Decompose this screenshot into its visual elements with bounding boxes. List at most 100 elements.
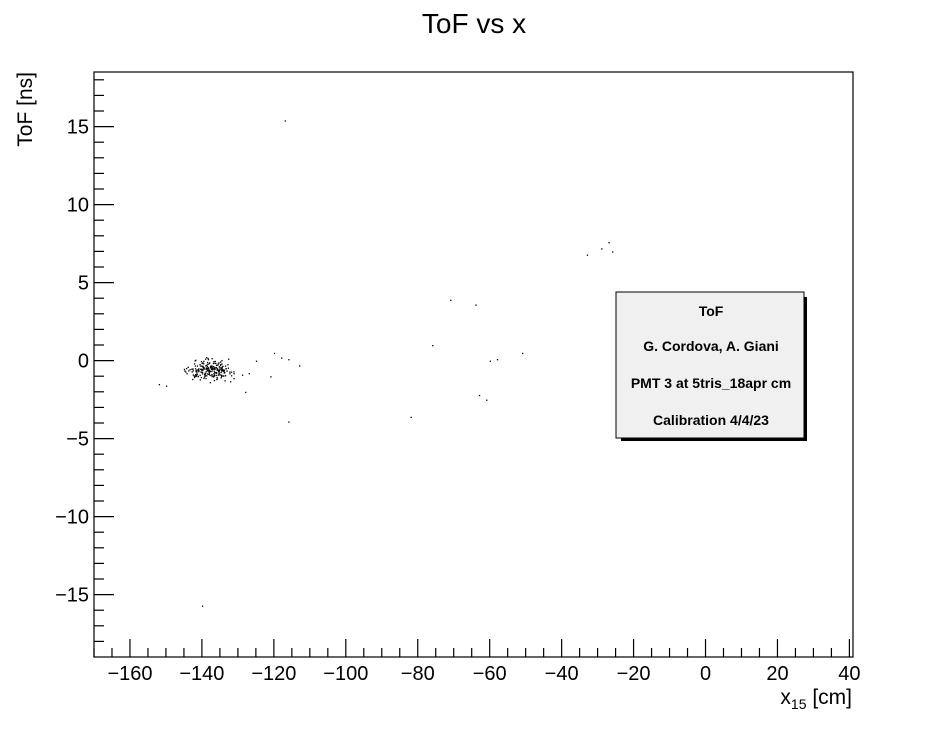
data-point (207, 370, 209, 372)
data-point (201, 605, 204, 607)
data-point (223, 371, 226, 374)
data-point (270, 376, 272, 378)
data-point (206, 367, 209, 370)
y-tick-label: −5 (66, 429, 89, 451)
data-point (221, 359, 223, 362)
data-point (205, 367, 207, 369)
data-point (216, 368, 219, 370)
data-point (220, 364, 222, 366)
data-point (281, 357, 283, 359)
data-point (199, 379, 201, 381)
data-point (221, 368, 224, 371)
data-point (193, 363, 196, 365)
data-point (165, 385, 168, 387)
data-point (207, 363, 209, 366)
data-point (215, 372, 218, 374)
data-point (203, 367, 205, 369)
data-point (200, 376, 202, 379)
data-point (192, 370, 194, 372)
data-point (203, 360, 205, 363)
data-point (201, 369, 203, 371)
data-point (205, 358, 207, 360)
data-point (220, 369, 222, 371)
data-point (224, 375, 227, 377)
data-point (233, 371, 235, 373)
data-point (233, 373, 235, 375)
legend-box: ToF G. Cordova, A. Giani PMT 3 at 5tris_… (615, 291, 807, 441)
data-point (199, 368, 202, 371)
x-tick-label: −140 (179, 663, 224, 685)
x-tick-label: 40 (838, 663, 860, 685)
data-point (205, 371, 207, 373)
data-point (196, 372, 198, 374)
chart-title: ToF vs x (422, 8, 526, 39)
data-point (204, 372, 207, 375)
data-point (213, 374, 216, 376)
data-point (522, 352, 524, 355)
data-point (204, 375, 207, 377)
data-point (215, 367, 218, 369)
data-point (224, 365, 227, 367)
data-point (220, 367, 222, 369)
legend-line-3: PMT 3 at 5tris_18apr cm (631, 375, 791, 391)
legend-panel (615, 291, 805, 439)
data-point (220, 374, 223, 376)
data-point (220, 361, 222, 363)
data-point (192, 374, 195, 376)
data-point (221, 367, 223, 370)
y-tick-label: −10 (55, 507, 89, 529)
x-axis-label-unit: [cm] (807, 686, 853, 709)
data-point (193, 375, 195, 377)
data-point (214, 374, 216, 377)
data-point (212, 366, 215, 368)
data-point (224, 380, 226, 382)
data-point (217, 364, 219, 366)
data-point (185, 371, 187, 373)
data-point (186, 373, 188, 375)
data-point (489, 360, 491, 362)
data-point (215, 362, 217, 365)
data-point (211, 365, 213, 367)
data-point (221, 375, 223, 378)
data-point (218, 368, 221, 370)
data-point (255, 360, 258, 362)
data-point (208, 370, 211, 373)
x-axis: −160 −140 −120 −100 −80 −60 −40 −20 0 20 40 (93, 639, 861, 685)
data-point (216, 367, 218, 370)
data-point (192, 368, 194, 370)
data-point (203, 376, 206, 378)
data-point (205, 377, 207, 380)
data-point (195, 370, 197, 372)
data-point (202, 365, 204, 367)
data-point (207, 359, 210, 361)
x-tick-label: −40 (545, 663, 579, 685)
data-point (210, 371, 212, 373)
data-point (208, 373, 210, 375)
data-point (194, 365, 197, 367)
data-point (220, 377, 222, 379)
data-point (227, 364, 229, 366)
data-point (222, 375, 224, 377)
data-point (196, 374, 198, 376)
data-point (216, 369, 219, 371)
data-point (216, 374, 218, 376)
data-point (189, 369, 191, 371)
data-point (197, 370, 200, 372)
data-point (601, 248, 603, 250)
data-point (214, 368, 216, 370)
data-point (218, 366, 221, 368)
data-point (201, 371, 204, 373)
x-tick-label: −120 (251, 663, 296, 685)
x-tick-label: −80 (401, 663, 435, 685)
data-point (194, 375, 196, 378)
data-point (211, 366, 214, 368)
data-point (432, 345, 434, 347)
data-point (183, 368, 186, 371)
data-point (450, 299, 452, 302)
data-point (211, 370, 213, 372)
data-point (229, 373, 231, 375)
x-axis-label-main: x (780, 686, 791, 709)
data-point (201, 373, 204, 375)
data-point (211, 374, 213, 376)
data-point (205, 365, 207, 367)
